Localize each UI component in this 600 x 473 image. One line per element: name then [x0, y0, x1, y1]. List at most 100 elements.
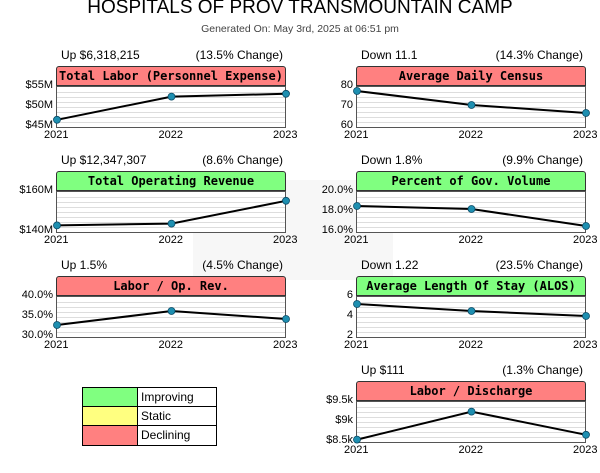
- plot-area: [353, 86, 590, 128]
- legend-swatch-improving: [83, 388, 138, 406]
- gridline: [357, 332, 585, 333]
- gridline: [57, 207, 285, 208]
- y-tick-label: 30.0%: [21, 329, 53, 341]
- x-tick-label: 2023: [573, 129, 598, 141]
- gridline: [57, 122, 285, 123]
- data-point: [282, 196, 290, 205]
- generated-timestamp: Generated On: May 3rd, 2025 at 06:51 pm: [201, 23, 399, 35]
- plot-area: [53, 86, 290, 128]
- gridline: [57, 102, 285, 103]
- y-tick-label: 80: [340, 79, 353, 91]
- gridline: [57, 322, 285, 323]
- legend-row-improving: Improving: [83, 388, 216, 407]
- gridline: [357, 437, 585, 438]
- gridline: [357, 197, 585, 198]
- y-tick-label: $9k: [335, 414, 353, 426]
- chart-title: Labor / Discharge: [356, 381, 586, 401]
- y-tick-label: $8.5k: [326, 434, 353, 446]
- gridline: [57, 327, 285, 328]
- data-point: [353, 202, 361, 210]
- gridline: [357, 427, 585, 428]
- plot-area: [53, 191, 290, 233]
- x-tick-label: 2021: [344, 234, 369, 246]
- gridline: [57, 317, 285, 318]
- plot-area: [353, 401, 590, 444]
- gridline: [57, 227, 285, 228]
- legend-label-declining: Declining: [141, 428, 191, 442]
- chart-title: Average Daily Census: [356, 66, 586, 86]
- plot-area: [353, 296, 590, 338]
- y-tick-label: 2: [346, 329, 353, 341]
- series-line-svg: [353, 300, 590, 320]
- legend-row-declining: Declining: [83, 426, 216, 445]
- gridline: [357, 322, 585, 323]
- legend-swatch-static: [83, 407, 138, 425]
- data-point: [167, 92, 176, 101]
- data-point: [167, 307, 176, 315]
- change-percent: (4.5% Change): [202, 258, 283, 272]
- x-tick-label: 2023: [573, 234, 598, 246]
- chart-title: Labor / Op. Rev.: [56, 276, 286, 296]
- chart-panel-total-operating-revenue: Up $12,347,307 (8.6% Change) Total Operati…: [19, 153, 297, 263]
- plot-area: [353, 191, 590, 233]
- data-point: [582, 109, 590, 117]
- gridline: [57, 117, 285, 118]
- x-tick-label: 2022: [458, 234, 483, 246]
- chart-panel-labor-op-rev: Up 1.5% (4.5% Change) Labor / Op. Rev. 30.0…: [22, 258, 298, 368]
- data-point: [282, 315, 290, 323]
- gridline: [357, 222, 585, 223]
- data-point: [467, 307, 476, 315]
- gridline: [357, 432, 585, 433]
- x-tick-label: 2022: [158, 129, 183, 141]
- data-point: [353, 300, 361, 308]
- chart-panel-average-daily-census: Down 11.1 (14.3% Change) Average Daily Cen…: [341, 48, 598, 158]
- change-amount: Down 1.22: [361, 258, 419, 272]
- gridline: [357, 92, 585, 93]
- y-tick-label: $45M: [25, 119, 53, 131]
- data-point: [467, 101, 476, 109]
- chart-panel-percent-of-gov-volume: Down 1.8% (9.9% Change) Percent of Gov. Vo…: [322, 153, 598, 263]
- data-point: [467, 205, 476, 213]
- x-tick-label: 2022: [458, 444, 483, 456]
- series-line-svg: [53, 89, 290, 124]
- gridline: [357, 407, 585, 408]
- gridline: [357, 317, 585, 318]
- data-point: [53, 221, 61, 230]
- gridline: [357, 422, 585, 423]
- page-title: HOSPITALS OF PROV TRANSMOUNTAIN CAMP: [87, 0, 513, 18]
- y-tick-label: $160M: [19, 184, 53, 196]
- y-tick-label: 16.0%: [321, 224, 353, 236]
- change-percent: (1.3% Change): [502, 363, 583, 377]
- y-tick-label: 20.0%: [321, 184, 353, 196]
- change-amount: Up $6,318,215: [61, 48, 140, 62]
- gridline: [357, 112, 585, 113]
- chart-title: Average Length Of Stay (ALOS): [356, 276, 586, 296]
- data-point: [53, 115, 61, 124]
- series-line-svg: [353, 87, 590, 117]
- gridline: [57, 212, 285, 213]
- plot-area: [53, 296, 290, 338]
- x-tick-label: 2022: [158, 234, 183, 246]
- y-tick-label: 6: [346, 289, 353, 301]
- y-tick-label: 18.0%: [321, 204, 353, 216]
- chart-title: Total Operating Revenue: [56, 171, 286, 191]
- change-percent: (8.6% Change): [202, 153, 283, 167]
- gridline: [357, 302, 585, 303]
- gridline: [57, 112, 285, 113]
- data-point: [582, 222, 590, 230]
- gridline: [57, 332, 285, 333]
- data-point: [167, 219, 176, 228]
- change-amount: Up $111: [361, 363, 405, 377]
- x-tick-label: 2023: [573, 444, 598, 456]
- series-line-svg: [53, 307, 290, 329]
- x-tick-label: 2021: [344, 444, 369, 456]
- legend-label-improving: Improving: [141, 390, 194, 404]
- y-tick-label: 40.0%: [21, 289, 53, 301]
- x-tick-label: 2021: [344, 339, 369, 351]
- series-line-svg: [353, 202, 590, 230]
- change-percent: (14.3% Change): [495, 48, 583, 62]
- x-tick-label: 2022: [458, 129, 483, 141]
- y-tick-label: $140M: [19, 224, 53, 236]
- data-point: [582, 430, 590, 439]
- gridline: [57, 302, 285, 303]
